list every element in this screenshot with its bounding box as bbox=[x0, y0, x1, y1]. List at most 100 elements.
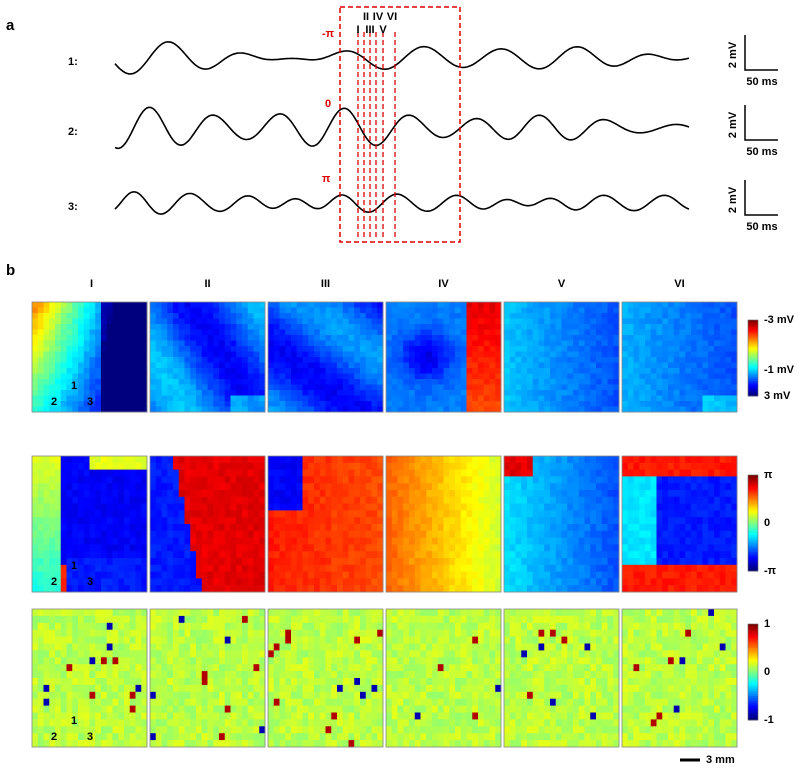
heatmap-cell bbox=[415, 733, 421, 740]
heatmap-cell bbox=[156, 551, 162, 558]
heatmap-cell bbox=[179, 470, 185, 477]
heatmap-cell bbox=[504, 379, 510, 385]
heatmap-cell bbox=[426, 544, 432, 551]
heatmap-cell bbox=[455, 664, 461, 671]
heatmap-cell bbox=[455, 456, 461, 463]
heatmap-cell bbox=[259, 531, 265, 538]
heatmap-cell bbox=[527, 374, 533, 380]
heatmap-cell bbox=[343, 374, 349, 380]
heatmap-cell bbox=[38, 490, 44, 497]
heatmap-cell bbox=[236, 565, 242, 572]
heatmap-cell bbox=[343, 324, 349, 330]
heatmap-cell bbox=[90, 374, 96, 380]
heatmap-cell bbox=[248, 483, 254, 490]
heatmap-cell bbox=[521, 324, 527, 330]
heatmap-cell bbox=[38, 335, 44, 341]
heatmap-cell bbox=[202, 551, 208, 558]
heatmap-cell bbox=[392, 335, 398, 341]
heatmap-cell bbox=[398, 463, 404, 470]
heatmap-cell bbox=[219, 483, 225, 490]
heatmap-cell bbox=[156, 385, 162, 391]
heatmap-cell bbox=[78, 368, 84, 374]
heatmap-cell bbox=[84, 385, 90, 391]
heatmap-cell bbox=[213, 476, 219, 483]
heatmap-cell bbox=[219, 585, 225, 592]
heatmap-cell bbox=[78, 379, 84, 385]
heatmap-cell bbox=[377, 671, 383, 678]
heatmap-cell bbox=[179, 324, 185, 330]
heatmap-cell bbox=[141, 396, 147, 402]
heatmap-cell bbox=[173, 302, 179, 308]
heatmap-cell bbox=[386, 324, 392, 330]
heatmap-cell bbox=[141, 476, 147, 483]
heatmap-cell bbox=[95, 524, 101, 531]
heatmap-cell bbox=[185, 504, 191, 511]
heatmap-cell bbox=[55, 352, 61, 358]
heatmap-cell bbox=[190, 558, 196, 565]
heatmap-cell bbox=[254, 609, 260, 616]
heatmap-cell bbox=[156, 733, 162, 740]
heatmap-cell bbox=[438, 558, 444, 565]
heatmap-cell bbox=[49, 616, 55, 623]
heatmap-cell bbox=[331, 352, 337, 358]
heatmap-cell bbox=[409, 490, 415, 497]
heatmap-cell bbox=[308, 463, 314, 470]
heatmap-cell bbox=[533, 313, 539, 319]
heatmap-cell bbox=[173, 357, 179, 363]
heatmap-cell bbox=[38, 524, 44, 531]
heatmap-cell bbox=[49, 644, 55, 651]
heatmap-cell bbox=[326, 699, 332, 706]
heatmap-cell bbox=[141, 379, 147, 385]
heatmap-cell bbox=[118, 699, 124, 706]
heatmap-cell bbox=[236, 664, 242, 671]
heatmap-cell bbox=[61, 407, 67, 413]
heatmap-cell bbox=[236, 733, 242, 740]
heatmap-cell bbox=[208, 363, 214, 369]
heatmap-cell bbox=[392, 719, 398, 726]
heatmap-cell bbox=[101, 733, 107, 740]
heatmap-cell bbox=[113, 644, 119, 651]
heatmap-cell bbox=[377, 578, 383, 585]
heatmap-cell bbox=[326, 551, 332, 558]
heatmap-cell bbox=[326, 650, 332, 657]
heatmap-cell bbox=[421, 330, 427, 336]
heatmap-cell bbox=[398, 699, 404, 706]
heatmap-cell bbox=[101, 308, 107, 314]
heatmap-cell bbox=[90, 330, 96, 336]
heatmap-cell bbox=[354, 585, 360, 592]
heatmap-cell bbox=[236, 341, 242, 347]
heatmap-cell bbox=[130, 313, 136, 319]
heatmap-cell bbox=[225, 678, 231, 685]
heatmap-cell bbox=[179, 374, 185, 380]
heatmap-cell bbox=[130, 470, 136, 477]
heatmap-cell bbox=[49, 630, 55, 637]
heatmap-cell bbox=[213, 538, 219, 545]
heatmap-cell bbox=[113, 558, 119, 565]
heatmap-cell bbox=[61, 565, 67, 572]
heatmap-cell bbox=[67, 330, 73, 336]
heatmap-cell bbox=[225, 551, 231, 558]
heatmap-cell bbox=[72, 524, 78, 531]
heatmap-cell bbox=[377, 313, 383, 319]
heatmap-cell bbox=[467, 379, 473, 385]
heatmap-cell bbox=[392, 324, 398, 330]
heatmap-cell bbox=[308, 706, 314, 713]
heatmap-cell bbox=[308, 363, 314, 369]
heatmap-cell bbox=[444, 733, 450, 740]
heatmap-cell bbox=[331, 733, 337, 740]
heatmap-cell bbox=[219, 401, 225, 407]
heatmap-cell bbox=[516, 379, 522, 385]
heatmap-cell bbox=[478, 699, 484, 706]
heatmap-cell bbox=[136, 374, 142, 380]
heatmap-cell bbox=[124, 319, 130, 325]
heatmap-cell bbox=[398, 510, 404, 517]
heatmap-cell bbox=[392, 319, 398, 325]
heatmap-cell bbox=[156, 490, 162, 497]
heatmap-cell bbox=[516, 308, 522, 314]
heatmap-cell bbox=[472, 313, 478, 319]
heatmap-cell bbox=[377, 385, 383, 391]
heatmap-cell bbox=[349, 609, 355, 616]
heatmap-cell bbox=[107, 630, 113, 637]
heatmap-cell bbox=[386, 517, 392, 524]
heatmap-cell bbox=[190, 706, 196, 713]
